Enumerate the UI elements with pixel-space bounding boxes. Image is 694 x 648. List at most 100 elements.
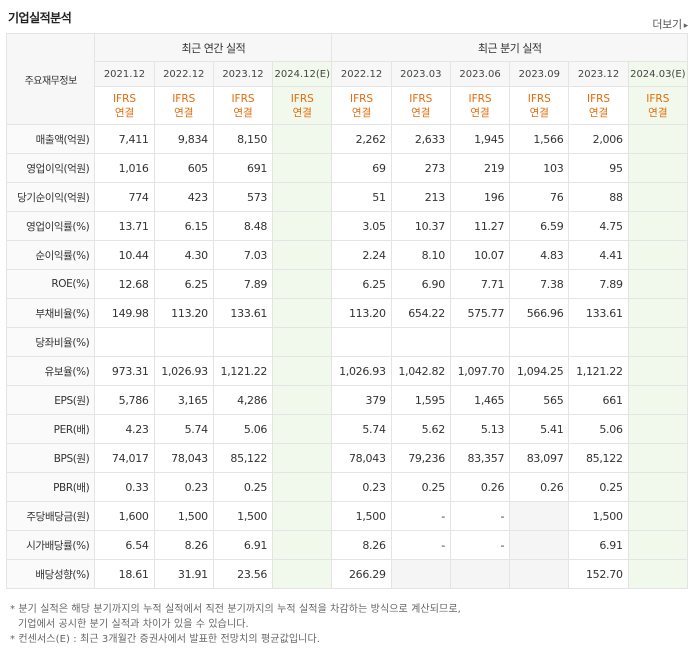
value-cell: 8.26 [153, 530, 214, 560]
value-cell: 1,094.25 [509, 356, 570, 386]
value-cell: 4.30 [153, 240, 214, 270]
basis-header: IFRS 연결 [272, 86, 333, 125]
value-cell: 5.06 [212, 414, 274, 444]
value-cell: 196 [449, 182, 511, 212]
value-cell [212, 327, 274, 357]
table-row: 영업이익(억원) 1,016 605 691 69 273 219 103 95 [5, 153, 689, 183]
basis-header: IFRS 연결 [153, 86, 214, 125]
value-cell: 74,017 [94, 443, 155, 473]
value-cell: 1,097.70 [449, 356, 511, 386]
value-cell: 273 [390, 153, 451, 183]
value-cell [272, 443, 333, 473]
value-cell: 7.71 [449, 269, 511, 299]
table-row: 유보율(%) 973.31 1,026.93 1,121.22 1,026.93 1,04… [5, 356, 689, 386]
value-cell: 88 [568, 182, 629, 212]
value-cell [272, 240, 333, 270]
period-header: 2022.12 [331, 61, 392, 87]
value-cell [331, 327, 392, 357]
table-row: 영업이익률(%) 13.71 6.15 8.48 3.05 10.37 11.27 6.59 4… [5, 211, 689, 241]
value-cell: 566.96 [509, 298, 570, 328]
footnote-quarterly-cont: 기업에서 공시한 분기 실적과 차이가 있을 수 있습니다. [18, 619, 249, 630]
value-cell: 1,121.22 [568, 356, 629, 386]
value-cell: 113.20 [153, 298, 214, 328]
value-cell: 0.23 [153, 472, 214, 502]
value-cell [390, 559, 451, 589]
value-cell: 3,165 [153, 385, 214, 415]
value-cell [627, 530, 689, 560]
period-header: 2022.12 [153, 61, 214, 87]
value-cell: 5.74 [331, 414, 392, 444]
value-cell: 2,006 [568, 124, 629, 154]
value-cell: 13.71 [94, 211, 155, 241]
value-cell: 1,595 [390, 385, 451, 415]
value-cell [509, 559, 570, 589]
footnote-consensus: * 컨센서스(E) : 최근 3개월간 증권사에서 발표한 전망치의 평균값입니… [10, 634, 321, 645]
value-cell: 1,945 [449, 124, 511, 154]
value-cell: 152.70 [568, 559, 629, 589]
section-title: 기업실적분석 [8, 11, 72, 25]
table-row: 배당성향(%) 18.61 31.91 23.56 266.29 152.70 [5, 559, 689, 589]
basis-consolidation: 연결 [648, 106, 668, 119]
row-label: 당좌비율(%) [5, 327, 96, 357]
value-cell [272, 124, 333, 154]
basis-header: IFRS 연결 [627, 86, 689, 125]
value-cell: 8,150 [212, 124, 274, 154]
value-cell: 1,026.93 [153, 356, 214, 386]
table-row: PBR(배) 0.33 0.23 0.25 0.23 0.25 0.26 0.26 0.25 [5, 472, 689, 502]
table-row: 순이익률(%) 10.44 4.30 7.03 2.24 8.10 10.07 4.83 4.4… [5, 240, 689, 270]
basis-consolidation: 연결 [174, 106, 194, 119]
row-label: PER(배) [5, 414, 96, 444]
value-cell: 654.22 [390, 298, 451, 328]
table-row: BPS(원) 74,017 78,043 85,122 78,043 79,236 83,3… [5, 443, 689, 473]
value-cell: 6.15 [153, 211, 214, 241]
value-cell: 379 [331, 385, 392, 415]
value-cell: 51 [331, 182, 392, 212]
value-cell: 76 [509, 182, 570, 212]
value-cell: 113.20 [331, 298, 392, 328]
value-cell [509, 501, 570, 531]
section-header: 기업실적분석 더보기 ▸ [6, 0, 688, 34]
value-cell: 605 [153, 153, 214, 183]
value-cell: 31.91 [153, 559, 214, 589]
row-label: 유보율(%) [5, 356, 96, 386]
value-cell: 2,633 [390, 124, 451, 154]
basis-consolidation: 연결 [233, 106, 253, 119]
value-cell [627, 414, 689, 444]
row-label: 부채비율(%) [5, 298, 96, 328]
value-cell: 11.27 [449, 211, 511, 241]
value-cell: 6.90 [390, 269, 451, 299]
basis-header: IFRS 연결 [94, 86, 155, 125]
value-cell: 6.25 [153, 269, 214, 299]
value-cell: 6.91 [568, 530, 629, 560]
value-cell: 2,262 [331, 124, 392, 154]
value-cell: 10.37 [390, 211, 451, 241]
more-link[interactable]: 더보기 ▸ [652, 16, 688, 32]
table-row: 매출액(억원) 7,411 9,834 8,150 2,262 2,633 1,945 1,5… [5, 124, 689, 154]
value-cell: 6.59 [509, 211, 570, 241]
value-cell: 95 [568, 153, 629, 183]
row-label: 매출액(억원) [5, 124, 96, 154]
value-cell [272, 472, 333, 502]
value-cell: 1,042.82 [390, 356, 451, 386]
value-cell: 575.77 [449, 298, 511, 328]
basis-standard: IFRS [231, 92, 255, 105]
value-cell [390, 327, 451, 357]
basis-consolidation: 연결 [114, 106, 135, 119]
row-label: 당기순이익(억원) [5, 182, 96, 212]
value-cell: 0.26 [509, 472, 570, 502]
value-cell [627, 124, 689, 154]
value-cell: 85,122 [568, 443, 629, 473]
value-cell: - [449, 530, 511, 560]
value-cell: 69 [331, 153, 392, 183]
row-label: 배당성향(%) [5, 559, 96, 589]
value-cell: 213 [390, 182, 451, 212]
value-cell: 103 [509, 153, 570, 183]
value-cell [627, 298, 689, 328]
value-cell: 3.05 [331, 211, 392, 241]
value-cell: 5.41 [509, 414, 570, 444]
value-cell: 78,043 [331, 443, 392, 473]
financial-summary-table: 주요재무정보 최근 연간 실적 최근 분기 실적 2021.12 2022.12 2… [5, 33, 689, 589]
value-cell: 12.68 [94, 269, 155, 299]
value-cell: 6.54 [94, 530, 155, 560]
more-label[interactable]: 더보기 [652, 18, 682, 31]
